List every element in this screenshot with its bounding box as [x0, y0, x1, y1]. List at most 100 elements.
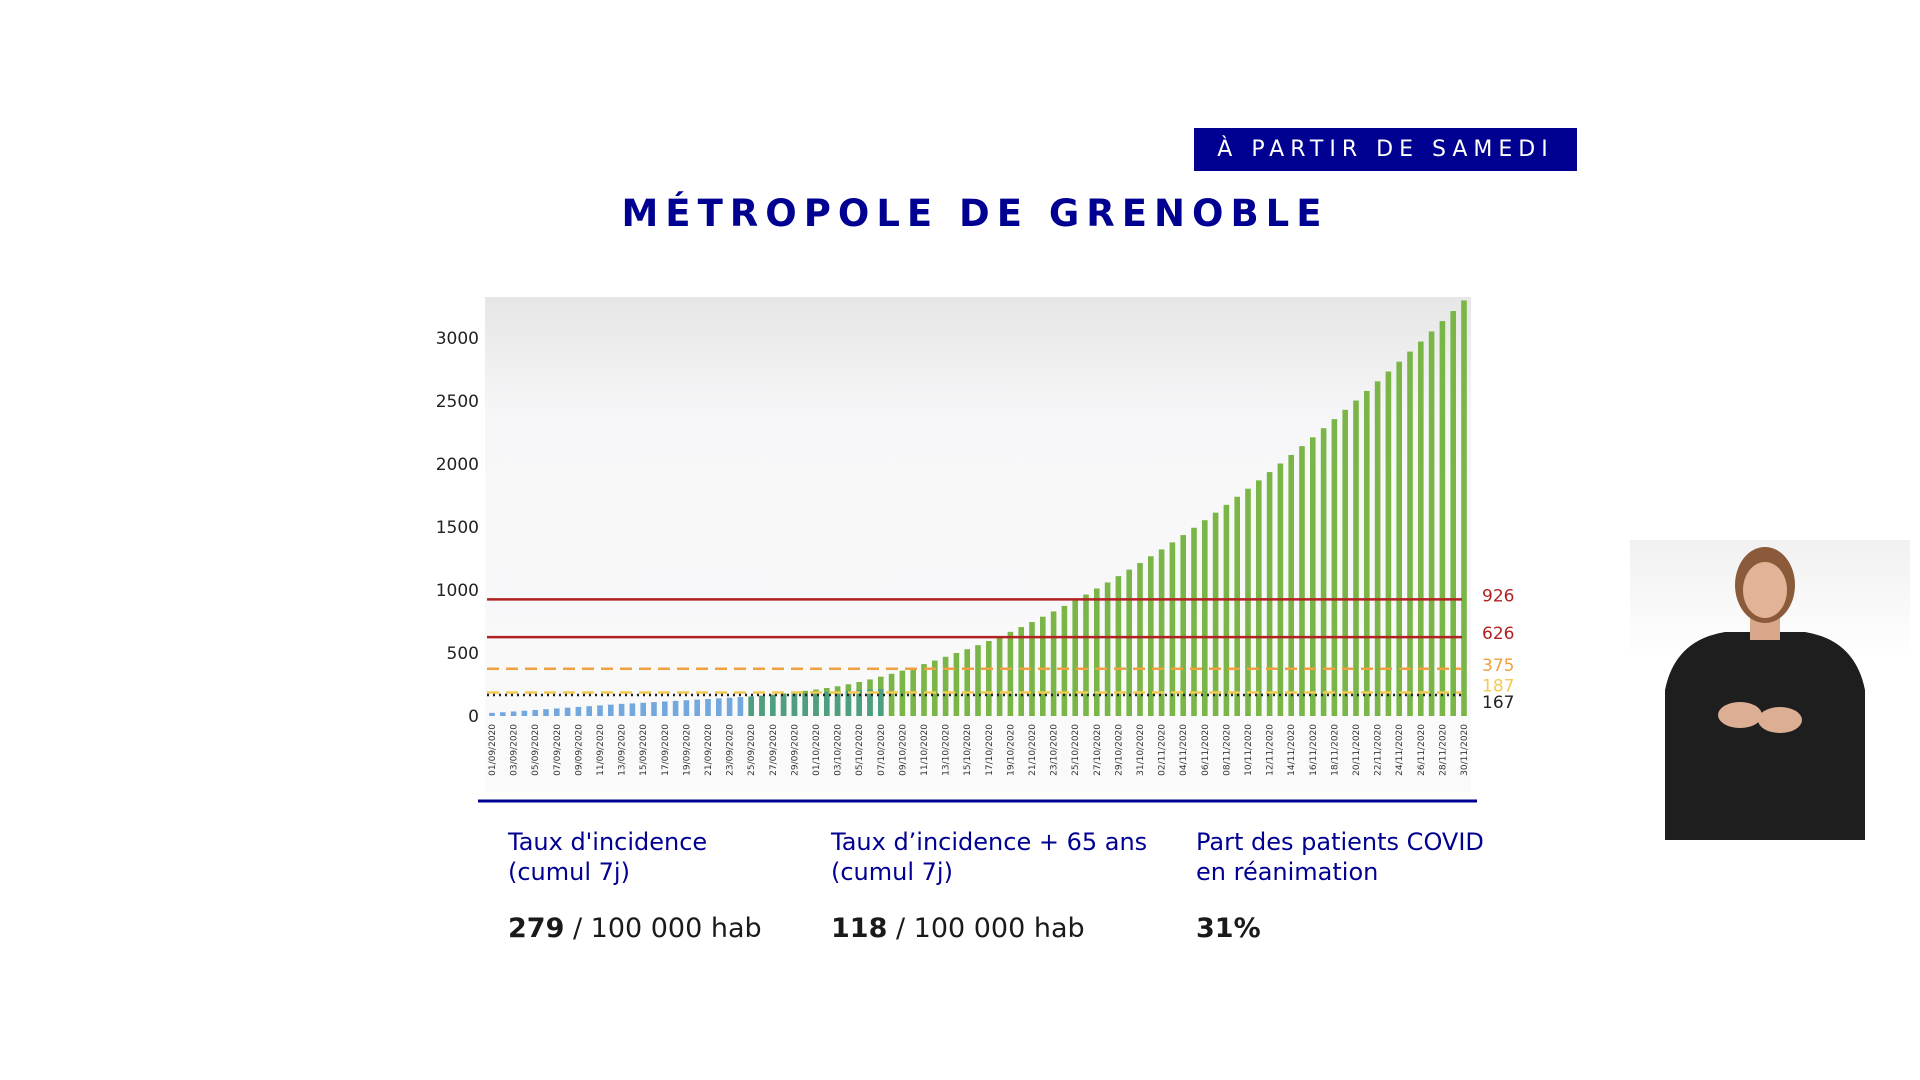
bar-blue [586, 706, 592, 716]
x-tick-label: 23/10/2020 [1050, 724, 1060, 776]
threshold-label-626: 626 [1482, 624, 1514, 644]
x-tick-label: 17/10/2020 [985, 724, 995, 776]
bar-green [1396, 361, 1402, 716]
x-tick-label: 11/10/2020 [920, 724, 930, 776]
x-tick-label: 29/09/2020 [790, 724, 800, 776]
x-tick-label: 15/09/2020 [639, 724, 649, 776]
bar-blue [683, 700, 690, 716]
bar-green [986, 641, 992, 716]
x-tick-label: 06/11/2020 [1201, 724, 1211, 776]
x-tick-label: 21/10/2020 [1028, 724, 1038, 776]
x-tick-label: 19/10/2020 [1006, 724, 1016, 776]
bar-green [921, 664, 927, 716]
bar-green [1320, 428, 1327, 716]
bar-blue [694, 699, 700, 716]
bar-green [1245, 488, 1251, 716]
bars [489, 300, 1467, 716]
kpi-incidence-65-unit: / 100 000 hab [887, 913, 1085, 944]
kpi-incidence-value: 279 / 100 000 hab [508, 913, 762, 944]
kpi-icu-number: 31% [1196, 913, 1261, 944]
bar-green [1104, 582, 1111, 716]
x-tick-label: 07/10/2020 [877, 724, 887, 776]
interpreter-figure [1665, 547, 1865, 840]
x-tick-label: 30/11/2020 [1460, 724, 1470, 776]
bar-teal [845, 690, 852, 716]
kpi-icu: Part des patients COVID en réanimation 3… [1196, 827, 1484, 944]
bar-blue [608, 704, 614, 716]
y-tick-label: 500 [447, 644, 479, 664]
bar-blue [597, 705, 603, 716]
bar-green [1094, 588, 1100, 716]
bar-blue [554, 708, 560, 716]
y-axis: 0 500 1000 1500 2000 2500 3000 [436, 329, 479, 727]
bar-blue [618, 703, 625, 716]
bar-green [1223, 504, 1230, 716]
y-tick-label: 0 [468, 707, 479, 727]
bar-green [1288, 454, 1294, 716]
kpi-incidence-65-value: 118 / 100 000 hab [831, 913, 1147, 944]
bar-green [1158, 549, 1165, 716]
x-tick-label: 07/09/2020 [553, 724, 563, 776]
x-tick-label: 21/09/2020 [704, 724, 714, 776]
kpi-incidence-number: 279 [508, 913, 565, 944]
x-tick-label: 01/10/2020 [812, 724, 822, 776]
bar-green [1169, 542, 1176, 716]
x-tick-label: 03/09/2020 [510, 724, 520, 776]
bar-blue [575, 706, 582, 716]
bar-green [964, 649, 970, 716]
bar-blue [489, 712, 495, 716]
threshold-label-375: 375 [1482, 656, 1514, 676]
x-tick-label: 29/10/2020 [1114, 724, 1124, 776]
x-tick-label: 18/11/2020 [1330, 724, 1340, 776]
bar-green [1180, 535, 1186, 716]
bar-green [932, 660, 938, 716]
x-tick-label: 10/11/2020 [1244, 724, 1254, 776]
x-tick-label: 04/11/2020 [1179, 724, 1189, 776]
bar-green [1385, 371, 1392, 716]
y-tick-label: 1500 [436, 518, 479, 538]
bar-blue [705, 698, 711, 716]
bar-green [1234, 496, 1240, 716]
kpi-incidence-unit: / 100 000 hab [564, 913, 762, 944]
bar-blue [672, 700, 679, 716]
x-tick-label: 31/10/2020 [1136, 724, 1146, 776]
x-tick-label: 14/11/2020 [1287, 724, 1297, 776]
bar-blue [737, 697, 744, 716]
bar-green [1374, 381, 1381, 716]
bar-green [1083, 594, 1089, 716]
bar-blue [726, 697, 733, 716]
bar-blue [651, 702, 657, 716]
bar-green [975, 645, 981, 716]
bar-green [1050, 611, 1057, 716]
bar-green [942, 656, 949, 716]
y-tick-label: 3000 [436, 329, 479, 349]
kpi-incidence-65: Taux d’incidence + 65 ans (cumul 7j) 118… [831, 827, 1147, 944]
kpi-incidence-65-label: Taux d’incidence + 65 ans (cumul 7j) [831, 828, 1148, 886]
bar-blue [564, 707, 571, 716]
x-tick-label: 17/09/2020 [661, 724, 671, 776]
bar-blue [543, 709, 549, 716]
bar-green [1439, 321, 1446, 716]
x-tick-label: 13/10/2020 [942, 724, 952, 776]
bar-teal [802, 693, 808, 716]
bar-green [1007, 631, 1014, 716]
bar-blue [532, 709, 538, 716]
bar-teal [867, 689, 873, 716]
x-tick-label: 22/11/2020 [1374, 724, 1384, 776]
x-tick-label: 19/09/2020 [682, 724, 692, 776]
x-tick-label: 09/10/2020 [898, 724, 908, 776]
bar-green [1277, 463, 1284, 716]
x-tick-label: 25/10/2020 [1071, 724, 1081, 776]
bar-teal [791, 693, 798, 716]
bar-teal [813, 692, 819, 716]
threshold-label-167: 167 [1482, 693, 1514, 713]
bar-blue [510, 711, 517, 716]
x-tick-label: 12/11/2020 [1266, 724, 1276, 776]
bar-green [1115, 576, 1122, 716]
bar-green [1342, 409, 1348, 716]
bar-blue [716, 698, 722, 716]
bar-green [1450, 311, 1456, 716]
x-tick-label: 08/11/2020 [1222, 724, 1232, 776]
